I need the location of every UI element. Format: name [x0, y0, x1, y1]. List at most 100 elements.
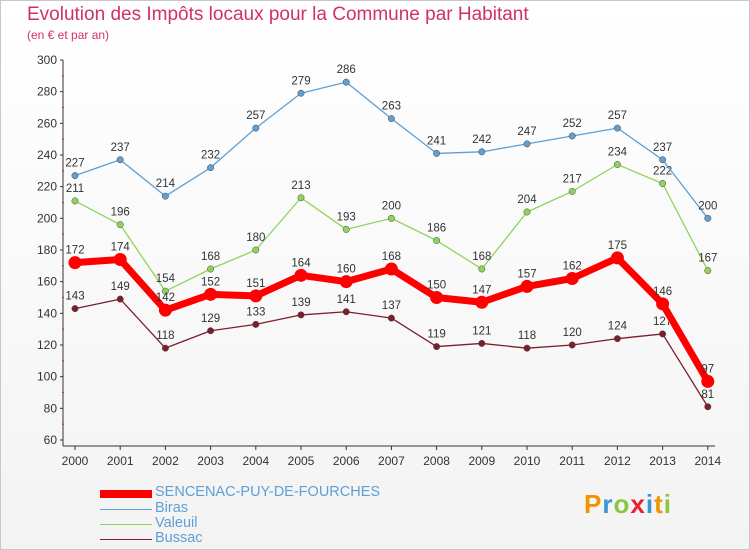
data-point-0: [475, 295, 489, 309]
chart-title: Evolution des Impôts locaux pour la Comm…: [27, 4, 529, 25]
data-point-3: [387, 314, 395, 322]
data-label-2: 196: [111, 207, 130, 219]
data-label-3: 143: [65, 291, 84, 303]
data-label-1: 241: [427, 135, 446, 147]
data-label-2: 168: [201, 251, 220, 263]
x-tick-label: 2000: [62, 454, 89, 468]
data-label-0: 168: [382, 251, 401, 263]
data-point-2: [523, 208, 531, 216]
data-label-3: 81: [701, 389, 714, 401]
x-tick-label: 2013: [649, 454, 676, 468]
data-label-2: 234: [608, 147, 628, 159]
x-tick-label: 2004: [242, 454, 269, 468]
x-tick-label: 2008: [423, 454, 450, 468]
data-label-0: 142: [156, 292, 175, 304]
x-tick-label: 2006: [333, 454, 360, 468]
legend-label-sencenac: SENCENAC-PUY-DE-FOURCHES: [155, 484, 381, 500]
data-point-3: [71, 305, 79, 313]
data-point-3: [613, 335, 621, 343]
y-tick-label: 140: [37, 306, 57, 320]
data-label-1: 237: [111, 142, 130, 154]
data-label-0: 146: [653, 286, 672, 298]
data-point-2: [613, 161, 621, 168]
data-point-3: [659, 330, 667, 338]
y-tick-label: 260: [37, 116, 57, 130]
y-tick-label: 200: [37, 211, 57, 225]
legend-label-bussac: Bussac: [155, 530, 203, 546]
x-tick-label: 2007: [378, 454, 405, 468]
data-point-3: [116, 295, 124, 303]
data-label-0: 172: [65, 245, 84, 257]
data-point-3: [207, 327, 215, 335]
y-tick-label: 120: [37, 338, 57, 352]
data-label-3: 119: [427, 329, 445, 341]
legend-swatch-biras: [100, 509, 152, 510]
data-point-2: [161, 287, 169, 295]
data-label-2: 186: [427, 223, 446, 235]
x-tick-label: 2003: [197, 454, 224, 468]
data-label-0: 175: [608, 240, 627, 252]
data-label-3: 120: [563, 327, 582, 339]
data-point-1: [71, 172, 79, 180]
legend-label-valeuil: Valeuil: [155, 515, 198, 531]
data-point-3: [568, 341, 576, 349]
data-label-3: 149: [111, 281, 130, 293]
y-tick-label: 160: [37, 275, 57, 289]
chart-subtitle: (en € et par an): [27, 28, 110, 42]
data-label-1: 237: [653, 142, 672, 154]
data-label-3: 124: [608, 321, 628, 333]
data-point-1: [704, 214, 712, 222]
data-label-1: 279: [291, 75, 310, 87]
data-point-3: [433, 343, 441, 351]
data-label-1: 200: [698, 200, 717, 212]
data-point-2: [568, 187, 576, 195]
data-point-3: [704, 403, 712, 411]
data-label-1: 257: [246, 110, 265, 122]
data-point-0: [565, 272, 579, 285]
data-label-0: 97: [701, 363, 714, 375]
legend-label-biras: Biras: [155, 500, 189, 516]
data-label-3: 118: [518, 330, 536, 342]
x-tick-label: 2010: [514, 454, 541, 468]
data-label-1: 247: [517, 126, 536, 138]
data-point-2: [252, 246, 260, 254]
data-label-0: 162: [563, 261, 582, 273]
data-label-0: 152: [201, 276, 220, 288]
data-point-2: [207, 265, 215, 273]
data-label-3: 137: [382, 300, 401, 312]
data-label-3: 121: [472, 325, 491, 337]
y-tick-label: 180: [37, 243, 57, 257]
data-point-0: [701, 374, 715, 388]
data-label-0: 147: [472, 284, 491, 296]
data-label-1: 227: [65, 158, 84, 170]
data-label-0: 160: [337, 264, 356, 276]
y-tick-label: 220: [37, 180, 57, 194]
data-label-3: 141: [337, 294, 356, 306]
data-point-2: [387, 214, 395, 222]
data-point-3: [478, 339, 486, 347]
data-label-1: 232: [201, 150, 220, 162]
x-tick-label: 2002: [152, 454, 179, 468]
data-label-2: 222: [653, 166, 672, 178]
data-point-2: [342, 225, 350, 233]
data-point-1: [478, 148, 486, 156]
data-point-1: [252, 124, 260, 132]
data-label-1: 252: [563, 118, 582, 130]
data-label-2: 211: [66, 183, 84, 195]
data-label-2: 154: [156, 273, 176, 285]
data-point-3: [297, 311, 305, 319]
data-point-3: [523, 344, 531, 352]
data-point-2: [433, 237, 441, 244]
data-label-0: 174: [111, 242, 131, 254]
data-point-2: [297, 194, 305, 202]
data-label-2: 200: [382, 200, 401, 212]
data-point-2: [71, 197, 79, 205]
data-point-0: [204, 287, 218, 301]
y-tick-label: 100: [37, 370, 57, 384]
data-label-3: 139: [291, 297, 310, 309]
data-point-1: [659, 156, 667, 164]
data-point-1: [207, 164, 215, 172]
y-tick-label: 80: [44, 401, 58, 415]
x-tick-label: 2005: [288, 454, 315, 468]
data-point-0: [430, 291, 444, 304]
